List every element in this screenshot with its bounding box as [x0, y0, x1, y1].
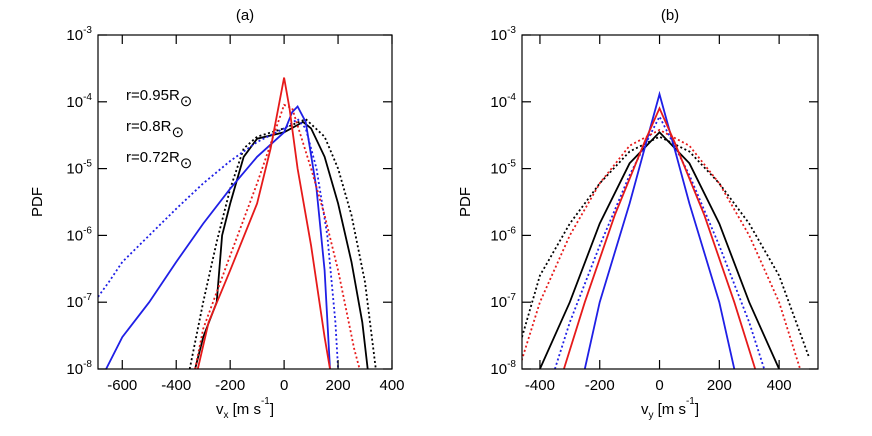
x-tick-label: -400: [525, 377, 555, 394]
x-label-part: -1: [686, 396, 695, 407]
x-tick-label: -200: [585, 377, 615, 394]
x-label-part: ]: [695, 401, 699, 418]
pdf-line: [583, 90, 736, 369]
y-tick-label: 10-7: [490, 292, 516, 311]
pdf-line: [563, 106, 757, 369]
pdf-line: [105, 104, 331, 369]
pdf-line: [554, 114, 766, 369]
legend-entry: r=0.8R⊙: [126, 118, 184, 141]
y-tick-label: 10-5: [490, 159, 516, 178]
x-tick-label: 0: [655, 377, 663, 394]
x-tick-label: -200: [215, 377, 245, 394]
x-label-part: v: [216, 401, 224, 418]
y-tick-label: 10-4: [66, 92, 92, 111]
x-tick-label: -600: [107, 377, 137, 394]
pdf-line: [539, 131, 780, 369]
y-tick-label: 10-8: [66, 359, 92, 378]
y-tick-label: 10-7: [66, 292, 92, 311]
y-axis-label: PDF: [29, 187, 46, 217]
pdf-line: [522, 128, 801, 369]
pdf-line: [196, 77, 331, 369]
pdf-line: [522, 135, 810, 358]
x-tick-label: -400: [161, 377, 191, 394]
panel-title: (a): [236, 7, 254, 24]
plot-frame: [521, 34, 819, 370]
x-axis-label: vx [m s-1]: [216, 396, 274, 421]
y-tick-label: 10-3: [490, 25, 516, 44]
x-label-part: -1: [261, 396, 270, 407]
x-tick-label: 200: [326, 377, 351, 394]
pdf-line: [194, 120, 369, 369]
x-label-part: x: [223, 410, 228, 421]
x-label-part: v: [641, 401, 649, 418]
pdf-line: [188, 118, 377, 369]
x-tick-label: 200: [707, 377, 732, 394]
x-tick-label: 400: [767, 377, 792, 394]
x-label-part: [m s: [653, 401, 686, 418]
x-label-part: y: [648, 410, 653, 421]
y-tick-label: 10-8: [490, 359, 516, 378]
x-label-part: ]: [270, 401, 274, 418]
y-tick-label: 10-6: [490, 225, 516, 244]
y-axis-label: PDF: [457, 187, 474, 217]
y-tick-label: 10-6: [66, 225, 92, 244]
y-tick-label: 10-3: [66, 25, 92, 44]
x-axis-label: vy [m s-1]: [641, 396, 699, 421]
x-tick-label: 400: [379, 377, 404, 394]
legend-entry: r=0.95R⊙: [126, 87, 192, 110]
legend-entry: r=0.72R⊙: [126, 149, 192, 172]
y-tick-label: 10-4: [490, 92, 516, 111]
panel-title: (b): [661, 7, 679, 24]
x-label-part: [m s: [228, 401, 261, 418]
x-tick-label: 0: [280, 377, 288, 394]
plot-frame: [97, 34, 393, 370]
pdf-line: [194, 103, 361, 369]
y-tick-label: 10-5: [66, 159, 92, 178]
